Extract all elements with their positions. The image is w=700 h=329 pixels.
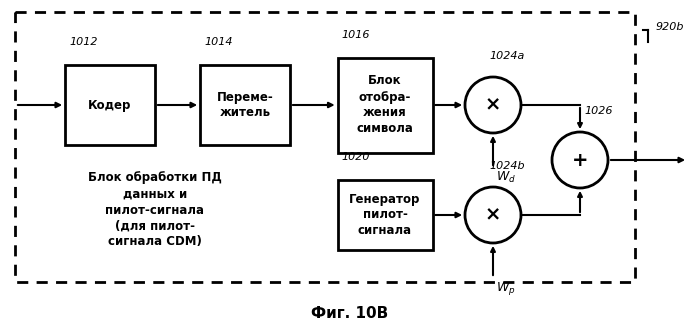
Text: 920b: 920b (656, 22, 685, 32)
Text: Блок обработки ПД
данных и
пилот-сигнала
(для пилот-
сигнала CDM): Блок обработки ПД данных и пилот-сигнала… (88, 171, 222, 248)
Text: Кодер: Кодер (88, 98, 132, 112)
Text: 1026: 1026 (584, 106, 612, 116)
Text: 1020: 1020 (342, 152, 370, 162)
Text: +: + (572, 150, 588, 169)
Text: Блок
отобра-
жения
символа: Блок отобра- жения символа (356, 74, 414, 136)
Bar (65, 65, 155, 145)
Bar (15, 12, 635, 282)
Text: 1014: 1014 (204, 37, 232, 47)
Bar (337, 180, 433, 250)
Text: 1024b: 1024b (489, 161, 524, 171)
Text: Генератор
пилот-
сигнала: Генератор пилот- сигнала (349, 192, 421, 238)
Bar (200, 65, 290, 145)
Text: ×: × (485, 206, 501, 224)
Text: 1024a: 1024a (489, 51, 524, 61)
Text: $W_p$: $W_p$ (496, 280, 515, 297)
Text: Переме-
житель: Переме- житель (216, 90, 274, 119)
Text: Фиг. 10В: Фиг. 10В (312, 306, 388, 321)
Text: $W_d$: $W_d$ (496, 170, 516, 185)
Ellipse shape (552, 132, 608, 188)
Text: 1012: 1012 (69, 37, 97, 47)
Ellipse shape (465, 187, 521, 243)
Text: 1016: 1016 (342, 30, 370, 39)
Ellipse shape (465, 77, 521, 133)
Text: ×: × (485, 95, 501, 114)
Bar (337, 58, 433, 153)
